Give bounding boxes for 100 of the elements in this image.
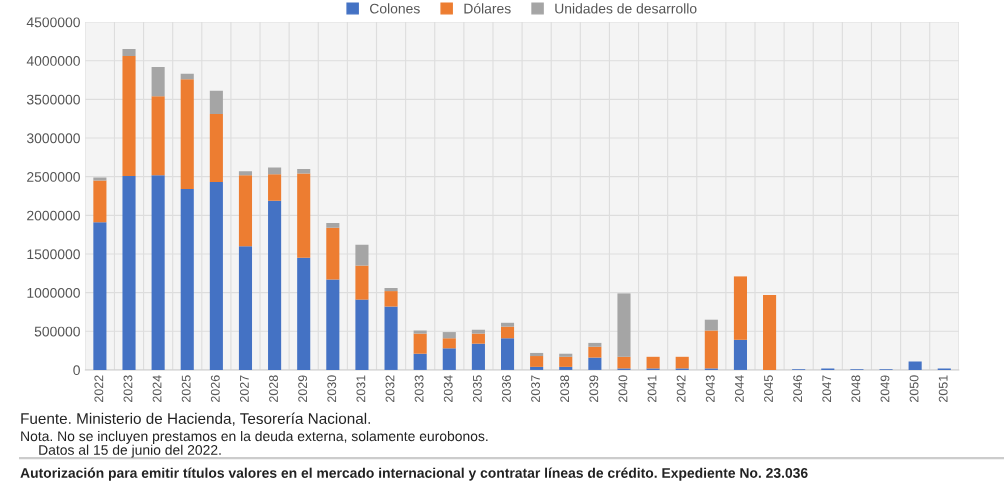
y-tick-label: 2500000 — [27, 172, 80, 182]
legend-label: Colones — [370, 3, 420, 14]
x-tick-label: 2051 — [938, 375, 948, 402]
bar — [704, 319, 718, 331]
x-tick-label: 2039 — [589, 375, 599, 402]
bar — [326, 227, 340, 280]
x-tick-label: 2044 — [734, 375, 744, 402]
x-tick-label: 2046 — [793, 375, 803, 402]
legend-label: Dólares — [464, 3, 511, 14]
bar — [384, 306, 398, 370]
x-tick-label: 2032 — [385, 375, 395, 402]
x-tick-label: 2035 — [472, 375, 482, 402]
x-tick-label: 2050 — [909, 375, 919, 402]
x-tick-label: 2041 — [647, 375, 657, 402]
y-tick-label: 500000 — [34, 326, 80, 337]
bar — [413, 353, 427, 370]
bar — [530, 356, 544, 367]
bar — [209, 90, 223, 115]
bar — [675, 356, 689, 369]
bar — [559, 353, 573, 357]
x-tick-label: 2028 — [269, 375, 278, 402]
bar — [238, 171, 253, 176]
source-note: Fuente. Ministerio de Hacienda, Tesorería Nacional. — [21, 412, 370, 426]
y-tick-label: 3000000 — [26, 133, 80, 144]
bar — [733, 339, 747, 370]
bar — [908, 361, 922, 370]
y-tick-label: 4000000 — [26, 56, 80, 66]
bar — [413, 330, 427, 334]
bar — [151, 96, 165, 176]
bar — [268, 174, 282, 201]
x-tick-label: 2024 — [152, 375, 162, 402]
bar — [471, 333, 485, 344]
bar — [180, 73, 194, 80]
x-tick-label: 2029 — [298, 375, 308, 402]
bar — [238, 175, 253, 247]
bar — [326, 279, 340, 370]
x-tick-label: 2034 — [443, 375, 453, 402]
bar — [530, 352, 544, 357]
x-tick-label: 2038 — [560, 375, 570, 402]
bar — [297, 168, 311, 174]
bar — [93, 180, 107, 223]
bar — [384, 291, 398, 307]
bar — [471, 329, 485, 334]
bar — [297, 257, 311, 370]
bar — [588, 342, 602, 347]
y-tick-label: 0 — [73, 365, 80, 376]
bar — [559, 356, 573, 367]
text: Datos al 15 de junio del 2022. — [39, 444, 221, 458]
bar — [559, 366, 573, 370]
bar — [209, 114, 223, 183]
bar — [588, 357, 602, 370]
x-tick-label: 2033 — [414, 375, 424, 402]
bar — [617, 293, 631, 357]
bar — [355, 299, 369, 370]
bar — [93, 222, 107, 370]
bar — [530, 366, 544, 370]
bar — [238, 246, 253, 370]
x-tick-label: 2036 — [502, 375, 511, 402]
bar — [442, 348, 456, 370]
bar — [355, 265, 369, 300]
bar — [413, 333, 427, 354]
bar — [500, 338, 515, 370]
bar — [763, 294, 777, 370]
bar — [122, 175, 136, 370]
bar — [151, 66, 165, 97]
y-tick-label: 2000000 — [27, 210, 80, 221]
y-tick-label: 3500000 — [26, 94, 80, 105]
legend-label: Unidades de desarrollo — [555, 3, 697, 14]
bar — [268, 167, 282, 175]
x-tick-label: 2049 — [880, 375, 890, 402]
bar — [355, 244, 369, 266]
bar — [326, 223, 340, 228]
y-tick-label: 1500000 — [27, 249, 80, 260]
bar — [209, 182, 223, 370]
x-tick-label: 2040 — [618, 375, 628, 402]
bar — [93, 177, 107, 181]
x-tick-label: 2043 — [705, 375, 715, 402]
bar — [617, 356, 631, 369]
bar — [297, 173, 311, 258]
x-tick-label: 2026 — [210, 375, 220, 402]
bar — [180, 79, 194, 190]
x-tick-label: 2042 — [676, 375, 686, 402]
text: Nota. No se incluyen prestamos en la deuda externa, solamente eurobonos. — [21, 430, 488, 444]
x-tick-label: 2025 — [181, 375, 191, 402]
bar — [500, 326, 515, 339]
bar — [268, 200, 282, 370]
bar — [442, 332, 456, 339]
bar — [122, 49, 136, 57]
x-tick-label: 2027 — [239, 375, 249, 402]
bar — [151, 175, 165, 370]
y-tick-label: 4500000 — [26, 17, 80, 28]
x-tick-label: 2031 — [356, 375, 366, 402]
x-tick-label: 2047 — [822, 375, 832, 402]
bar — [384, 288, 398, 292]
bar — [646, 356, 660, 369]
bar — [588, 346, 602, 358]
text: Autorización para emitir títulos valores en el mercado internacional y contratar líneas de crédito. Expediente No. 23.036 — [20, 467, 808, 481]
bar — [704, 330, 718, 369]
x-tick-label: 2048 — [851, 375, 861, 402]
bar — [442, 338, 456, 349]
